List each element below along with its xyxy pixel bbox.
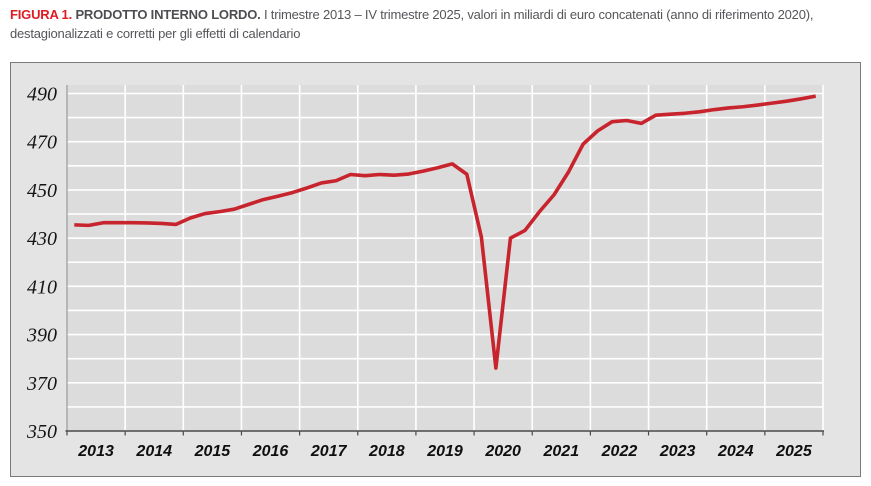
x-axis-label: 2024 bbox=[717, 443, 754, 460]
figure-label: FIGURA 1. bbox=[10, 7, 73, 22]
x-axis-label: 2020 bbox=[484, 443, 521, 460]
figure-caption: FIGURA 1. PRODOTTO INTERNO LORDO. I trim… bbox=[10, 5, 863, 43]
x-axis-label: 2021 bbox=[543, 443, 580, 460]
x-axis-label: 2017 bbox=[310, 443, 348, 460]
y-axis-label: 410 bbox=[27, 276, 57, 298]
y-axis-label: 350 bbox=[26, 421, 57, 443]
y-axis-label: 390 bbox=[26, 325, 57, 347]
x-axis-label: 2019 bbox=[426, 443, 463, 460]
x-axis-label: 2015 bbox=[194, 443, 232, 460]
x-axis-label: 2022 bbox=[601, 443, 638, 460]
gdp-line-chart: 350 370 390 410 430 450 470 490 2013 2014 2015 2016… bbox=[26, 84, 824, 460]
figure-title: PRODOTTO INTERNO LORDO. bbox=[75, 7, 261, 22]
gdp-line-series bbox=[74, 94, 817, 370]
plot-area bbox=[67, 85, 823, 431]
x-axis-label: 2023 bbox=[659, 443, 696, 460]
x-axis-label: 2018 bbox=[368, 443, 405, 460]
x-axis-label: 2025 bbox=[775, 443, 813, 460]
y-axis-label: 490 bbox=[27, 84, 57, 106]
x-axis-label: 2016 bbox=[252, 443, 289, 460]
y-axis-label: 370 bbox=[26, 373, 57, 395]
x-axis-label: 2014 bbox=[135, 443, 172, 460]
y-axis-label: 470 bbox=[27, 132, 57, 154]
y-axis-label: 450 bbox=[27, 180, 57, 202]
y-axis-label: 430 bbox=[27, 228, 57, 250]
figure-subtitle: I trimestre 2013 – IV trimestre 2025, va… bbox=[10, 7, 814, 41]
x-axis-label: 2013 bbox=[77, 443, 114, 460]
chart-container: 350 370 390 410 430 450 470 490 2013 2014 2015 2016… bbox=[10, 62, 861, 477]
